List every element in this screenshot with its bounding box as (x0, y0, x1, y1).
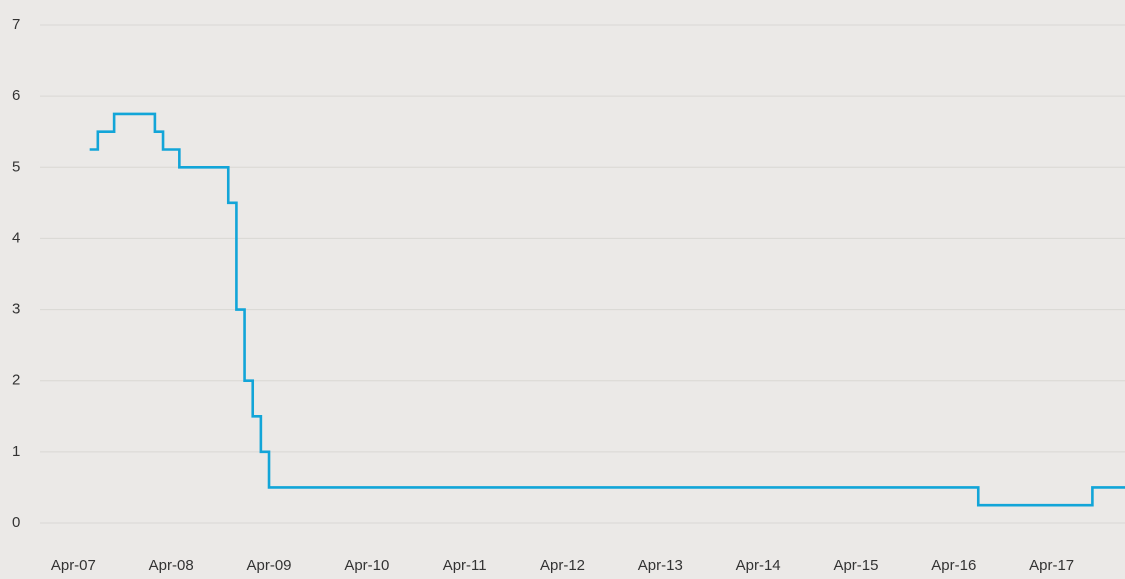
x-tick-label: Apr-10 (344, 557, 389, 574)
x-tick-label: Apr-13 (638, 557, 683, 574)
y-tick-label: 1 (12, 443, 20, 460)
x-tick-label: Apr-16 (931, 557, 976, 574)
y-tick-label: 6 (12, 87, 20, 104)
x-tick-label: Apr-12 (540, 557, 585, 574)
step-line (89, 112, 1125, 507)
x-tick-label: Apr-07 (51, 557, 96, 574)
y-tick-label: 3 (12, 301, 20, 318)
x-tick-label: Apr-08 (149, 557, 194, 574)
x-tick-label: Apr-09 (247, 557, 292, 574)
x-tick-label: Apr-11 (443, 557, 487, 574)
y-tick-label: 4 (12, 229, 20, 246)
y-tick-label: 5 (12, 158, 20, 175)
y-tick-label: 0 (12, 514, 20, 531)
x-tick-label: Apr-14 (736, 557, 781, 574)
x-tick-label: Apr-17 (1029, 557, 1074, 574)
x-tick-label: Apr-15 (833, 557, 878, 574)
y-tick-label: 7 (12, 16, 20, 33)
y-tick-label: 2 (12, 372, 20, 389)
